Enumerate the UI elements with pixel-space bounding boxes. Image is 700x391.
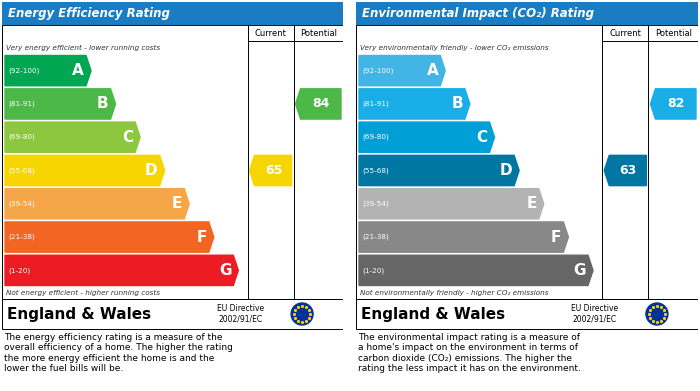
Polygon shape: [359, 56, 445, 86]
Text: The environmental impact rating is a measure of
a home's impact on the environme: The environmental impact rating is a mea…: [358, 333, 581, 373]
Text: A: A: [72, 63, 84, 78]
Text: F: F: [551, 230, 561, 245]
Text: (55-68): (55-68): [362, 167, 389, 174]
Circle shape: [291, 303, 313, 325]
Text: (92-100): (92-100): [362, 67, 393, 74]
Polygon shape: [5, 89, 116, 119]
Polygon shape: [359, 122, 494, 152]
Text: 82: 82: [668, 97, 685, 110]
Text: F: F: [197, 230, 206, 245]
Text: Energy Efficiency Rating: Energy Efficiency Rating: [8, 7, 170, 20]
Text: EU Directive
2002/91/EC: EU Directive 2002/91/EC: [571, 304, 619, 324]
Text: G: G: [573, 263, 586, 278]
Text: 84: 84: [313, 97, 330, 110]
Polygon shape: [295, 89, 341, 119]
Text: B: B: [452, 97, 463, 111]
Text: G: G: [219, 263, 231, 278]
Text: EU Directive
2002/91/EC: EU Directive 2002/91/EC: [217, 304, 264, 324]
Polygon shape: [5, 56, 91, 86]
Text: E: E: [526, 196, 537, 211]
Text: (1-20): (1-20): [362, 267, 384, 274]
Polygon shape: [604, 155, 646, 186]
Text: C: C: [122, 130, 133, 145]
Text: C: C: [477, 130, 487, 145]
Text: (21-38): (21-38): [362, 234, 389, 240]
Text: (69-80): (69-80): [362, 134, 389, 140]
Polygon shape: [359, 255, 593, 285]
Text: (39-54): (39-54): [362, 201, 389, 207]
Text: Current: Current: [255, 29, 286, 38]
Polygon shape: [359, 188, 544, 219]
Polygon shape: [359, 155, 519, 186]
Text: (69-80): (69-80): [8, 134, 35, 140]
Text: D: D: [500, 163, 512, 178]
Text: The energy efficiency rating is a measure of the
overall efficiency of a home. T: The energy efficiency rating is a measur…: [4, 333, 233, 373]
Text: England & Wales: England & Wales: [7, 307, 151, 321]
Text: (21-38): (21-38): [8, 234, 35, 240]
Text: (39-54): (39-54): [8, 201, 35, 207]
Polygon shape: [359, 222, 568, 252]
Bar: [356, 25, 698, 299]
Text: D: D: [145, 163, 158, 178]
Bar: [2, 299, 343, 329]
Text: Very environmentally friendly - lower CO₂ emissions: Very environmentally friendly - lower CO…: [360, 45, 549, 50]
Bar: [2, 25, 343, 299]
Text: 63: 63: [620, 164, 637, 177]
Text: 65: 65: [265, 164, 282, 177]
Text: (92-100): (92-100): [8, 67, 39, 74]
Bar: [356, 299, 698, 329]
Text: Very energy efficient - lower running costs: Very energy efficient - lower running co…: [6, 45, 160, 50]
Text: Potential: Potential: [300, 29, 337, 38]
Text: (81-91): (81-91): [362, 100, 389, 107]
Polygon shape: [249, 155, 292, 186]
Text: A: A: [426, 63, 438, 78]
Bar: [356, 2, 698, 24]
Polygon shape: [650, 89, 696, 119]
Bar: [2, 2, 343, 24]
Text: (55-68): (55-68): [8, 167, 35, 174]
Circle shape: [646, 303, 668, 325]
Text: Current: Current: [610, 29, 641, 38]
Text: Not energy efficient - higher running costs: Not energy efficient - higher running co…: [6, 290, 160, 296]
Text: (81-91): (81-91): [8, 100, 35, 107]
Text: Not environmentally friendly - higher CO₂ emissions: Not environmentally friendly - higher CO…: [360, 290, 549, 296]
Polygon shape: [5, 255, 238, 285]
Text: (1-20): (1-20): [8, 267, 30, 274]
Polygon shape: [5, 222, 214, 252]
Polygon shape: [5, 122, 140, 152]
Text: Potential: Potential: [654, 29, 692, 38]
Text: B: B: [97, 97, 108, 111]
Text: E: E: [172, 196, 182, 211]
Text: England & Wales: England & Wales: [361, 307, 505, 321]
Polygon shape: [5, 155, 164, 186]
Text: Environmental Impact (CO₂) Rating: Environmental Impact (CO₂) Rating: [362, 7, 594, 20]
Polygon shape: [359, 89, 470, 119]
Polygon shape: [5, 188, 189, 219]
